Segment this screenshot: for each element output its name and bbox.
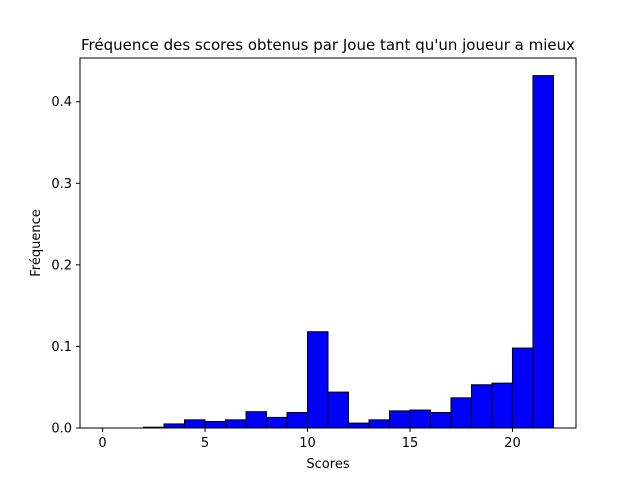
y-axis-label: Fréquence [29, 209, 44, 276]
histogram-bar-5 [204, 420, 227, 429]
histogram-bar-11 [327, 391, 349, 429]
y-tick-label-1: 0.1 [51, 340, 72, 355]
x-tick-label-2: 10 [299, 436, 316, 451]
histogram-bar-7 [245, 411, 268, 429]
histogram-bar-14 [388, 410, 411, 429]
histogram-bar-9 [286, 412, 309, 429]
histogram-bar-8 [266, 416, 288, 429]
chart-title: Fréquence des scores obtenus par Joue ta… [81, 36, 575, 54]
x-tick-label-3: 15 [402, 436, 419, 451]
x-tick-label-0: 0 [98, 436, 106, 451]
plot-frame [79, 57, 577, 429]
histogram-bar-15 [409, 409, 431, 429]
histogram-bar-16 [429, 412, 452, 429]
histogram-bar-21 [532, 75, 554, 429]
histogram-bar-6 [225, 419, 247, 429]
y-tick-label-2: 0.2 [51, 258, 72, 273]
y-tick-label-4: 0.4 [51, 95, 72, 110]
histogram-bar-20 [511, 347, 534, 429]
y-axis-ticks: 0.0 0.1 0.2 0.3 0.4 [51, 95, 80, 437]
histogram-bar-3 [163, 423, 186, 429]
histogram-bar-4 [184, 419, 206, 429]
x-tick-label-4: 20 [504, 436, 521, 451]
histogram-bar-19 [491, 382, 513, 429]
y-tick-label-0: 0.0 [51, 422, 72, 437]
histogram-bar-10 [307, 331, 329, 429]
bars-group [143, 75, 554, 429]
y-tick-label-3: 0.3 [51, 177, 72, 192]
histogram-bar-17 [450, 397, 472, 429]
x-axis-ticks: 0 5 10 15 20 [98, 428, 521, 451]
x-tick-label-1: 5 [201, 436, 209, 451]
x-axis-label: Scores [306, 457, 349, 472]
histogram-bar-18 [470, 384, 493, 429]
histogram-bar-13 [368, 419, 390, 429]
histogram-bar-12 [347, 422, 370, 429]
